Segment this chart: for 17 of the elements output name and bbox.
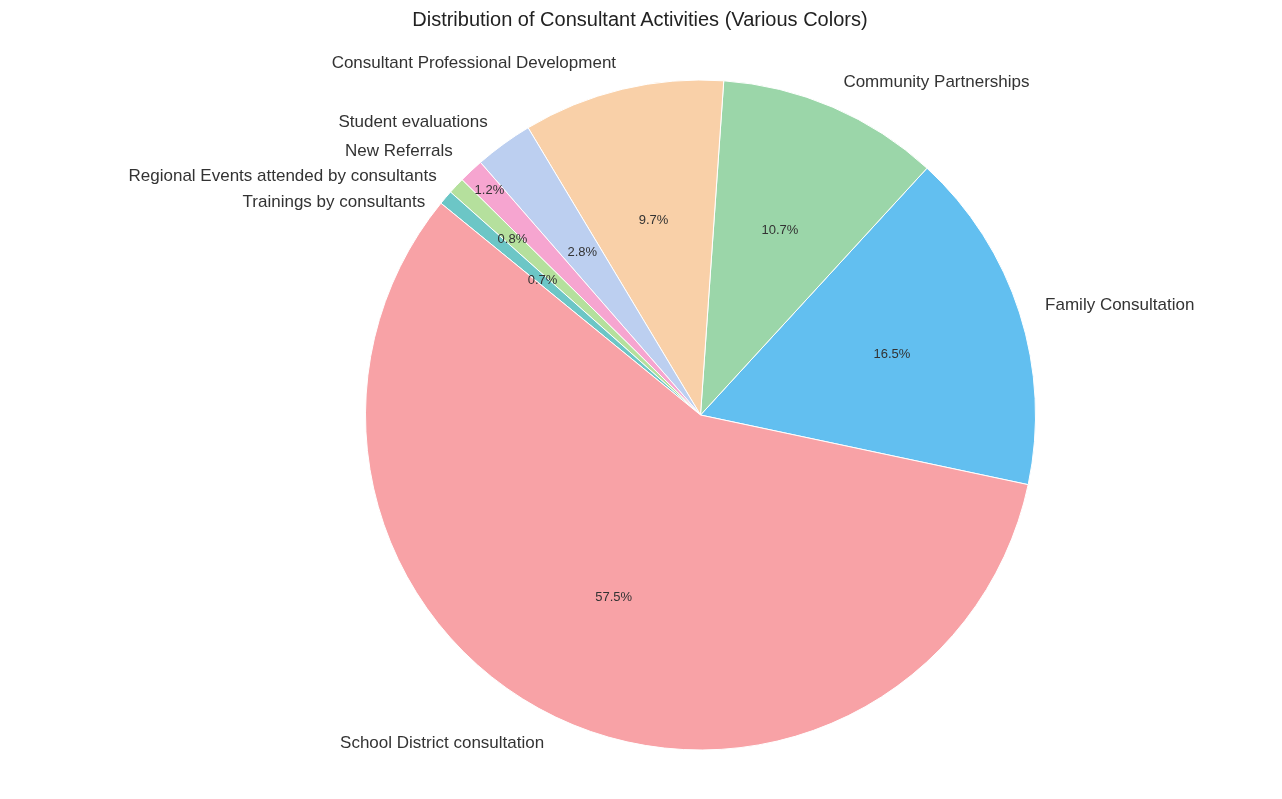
slice-label: Regional Events attended by consultants <box>128 166 437 186</box>
data-label: 10.7% <box>761 222 799 238</box>
data-label: 57.5% <box>595 589 633 605</box>
slice-label: New Referrals <box>345 141 453 161</box>
slice-label: Consultant Professional Development <box>331 52 617 72</box>
data-label: 9.7% <box>638 211 669 227</box>
slice-label: Student evaluations <box>338 112 488 132</box>
data-label: 0.7% <box>527 272 558 288</box>
data-label: 1.2% <box>474 182 505 198</box>
data-label: 0.8% <box>497 230 528 246</box>
data-label: 2.8% <box>567 244 598 260</box>
slice-label: Trainings by consultants <box>242 191 426 211</box>
data-label: 16.5% <box>873 346 911 362</box>
slice-label: Community Partnerships <box>843 72 1030 92</box>
chart-title: Distribution of Consultant Activities (Various Colors) <box>412 7 868 30</box>
slice-label: School District consultation <box>340 732 545 752</box>
slice-label: Family Consultation <box>1045 295 1195 315</box>
